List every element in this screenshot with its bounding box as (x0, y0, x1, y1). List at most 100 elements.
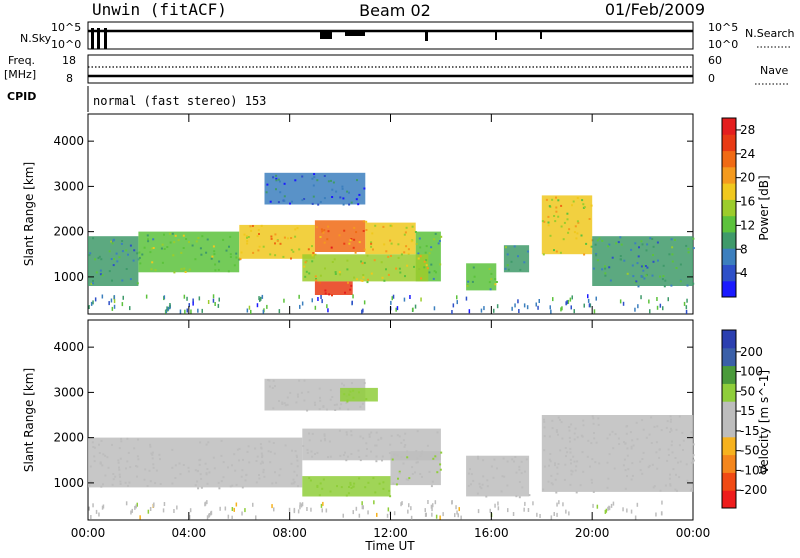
echo-speckle (329, 398, 332, 401)
echo-speckle (339, 273, 342, 276)
echo-speckle (582, 419, 585, 422)
echo-speckle (471, 280, 474, 283)
echo-speckle (284, 444, 287, 447)
echo-speckle (184, 271, 187, 273)
echo-speckle (685, 244, 688, 247)
near-range-speck (532, 501, 534, 506)
echo-speckle (321, 230, 324, 233)
power-colorbar-cells (722, 118, 736, 298)
echo-speckle (127, 484, 129, 487)
echo-speckle (372, 477, 375, 480)
near-range-speck (655, 512, 657, 517)
echo-speckle (553, 249, 555, 252)
echo-speckle (426, 267, 429, 270)
echo-speckle (326, 408, 328, 411)
echo-speckle (490, 272, 493, 275)
velocity-colorbar-cells (722, 330, 736, 509)
echo-speckle (568, 426, 571, 428)
echo-speckle (334, 409, 337, 411)
echo-speckle (636, 438, 639, 441)
echo-speckle (314, 453, 316, 455)
echo-speckle (436, 471, 439, 474)
near-range-speck (176, 505, 178, 510)
echo-speckle (126, 437, 129, 440)
echo-speckle (278, 474, 281, 477)
echo-speckle (233, 264, 236, 267)
echo-speckle (359, 435, 362, 438)
echo-speckle (293, 470, 296, 473)
near-range-speck (480, 308, 483, 313)
echo-speckle (414, 471, 416, 474)
echo-speckle (504, 267, 507, 270)
echo-speckle (364, 486, 367, 489)
echo-speckle (294, 179, 297, 182)
echo-speckle (656, 467, 659, 470)
echo-speckle (656, 425, 659, 428)
echo-speckle (514, 456, 517, 458)
echo-speckle (430, 263, 433, 266)
echo-speckle (101, 274, 104, 277)
echo-speckle (275, 188, 277, 191)
near-range-speck (511, 306, 513, 311)
echo-speckle (555, 250, 558, 253)
near-range-speck (152, 503, 155, 508)
echo-speckle (137, 458, 140, 461)
near-range-speck (560, 307, 562, 312)
near-range-speck (198, 296, 201, 301)
echo-speckle (642, 451, 645, 454)
echo-speckle (94, 258, 97, 261)
echo-speckle (249, 225, 252, 228)
echo-speckle (366, 448, 368, 450)
echo-speckle (618, 443, 621, 445)
echo-speckle (672, 468, 675, 471)
x-axis-label: Time UT (364, 539, 415, 553)
near-range-speck (186, 296, 188, 301)
echo-speckle (652, 254, 654, 256)
echo-speckle (274, 471, 276, 474)
echo-speckle (108, 250, 111, 253)
echo-speckle (111, 443, 113, 446)
echo-region (302, 254, 429, 282)
nsky-spike-1 (91, 28, 94, 49)
echo-speckle (403, 445, 406, 448)
echo-speckle (430, 485, 433, 488)
echo-speckle (313, 173, 316, 176)
near-range-speck (410, 515, 413, 520)
echo-speckle (389, 443, 392, 446)
echo-speckle (641, 243, 644, 246)
echo-speckle (470, 483, 472, 486)
echo-speckle (323, 434, 326, 437)
echo-speckle (358, 477, 361, 480)
near-range-speck (400, 502, 402, 507)
echo-speckle (665, 426, 668, 429)
echo-speckle (575, 491, 578, 494)
colorbar-cell (722, 166, 736, 184)
echo-speckle (352, 389, 355, 392)
echo-speckle (261, 456, 264, 459)
echo-speckle (519, 268, 522, 271)
echo-speckle (309, 479, 312, 482)
echo-speckle (284, 404, 287, 407)
echo-speckle (283, 236, 286, 239)
echo-speckle (292, 478, 295, 481)
echo-speckle (106, 456, 109, 459)
near-range-speck (320, 503, 323, 508)
echo-speckle (550, 482, 553, 485)
echo-speckle (604, 272, 607, 275)
echo-speckle (625, 432, 628, 435)
echo-speckle (608, 266, 611, 269)
echo-speckle (315, 279, 318, 282)
echo-speckle (247, 236, 250, 238)
colorbar-cell (722, 150, 736, 168)
echo-speckle (413, 265, 415, 268)
echo-speckle (199, 441, 202, 444)
echo-speckle (407, 248, 410, 251)
echo-speckle (347, 492, 350, 495)
echo-speckle (349, 483, 352, 486)
echo-speckle (180, 251, 183, 254)
echo-speckle (289, 391, 292, 394)
echo-speckle (346, 259, 349, 262)
echo-speckle (303, 379, 306, 382)
echo-speckle (118, 468, 121, 471)
echo-speckle (188, 268, 191, 271)
